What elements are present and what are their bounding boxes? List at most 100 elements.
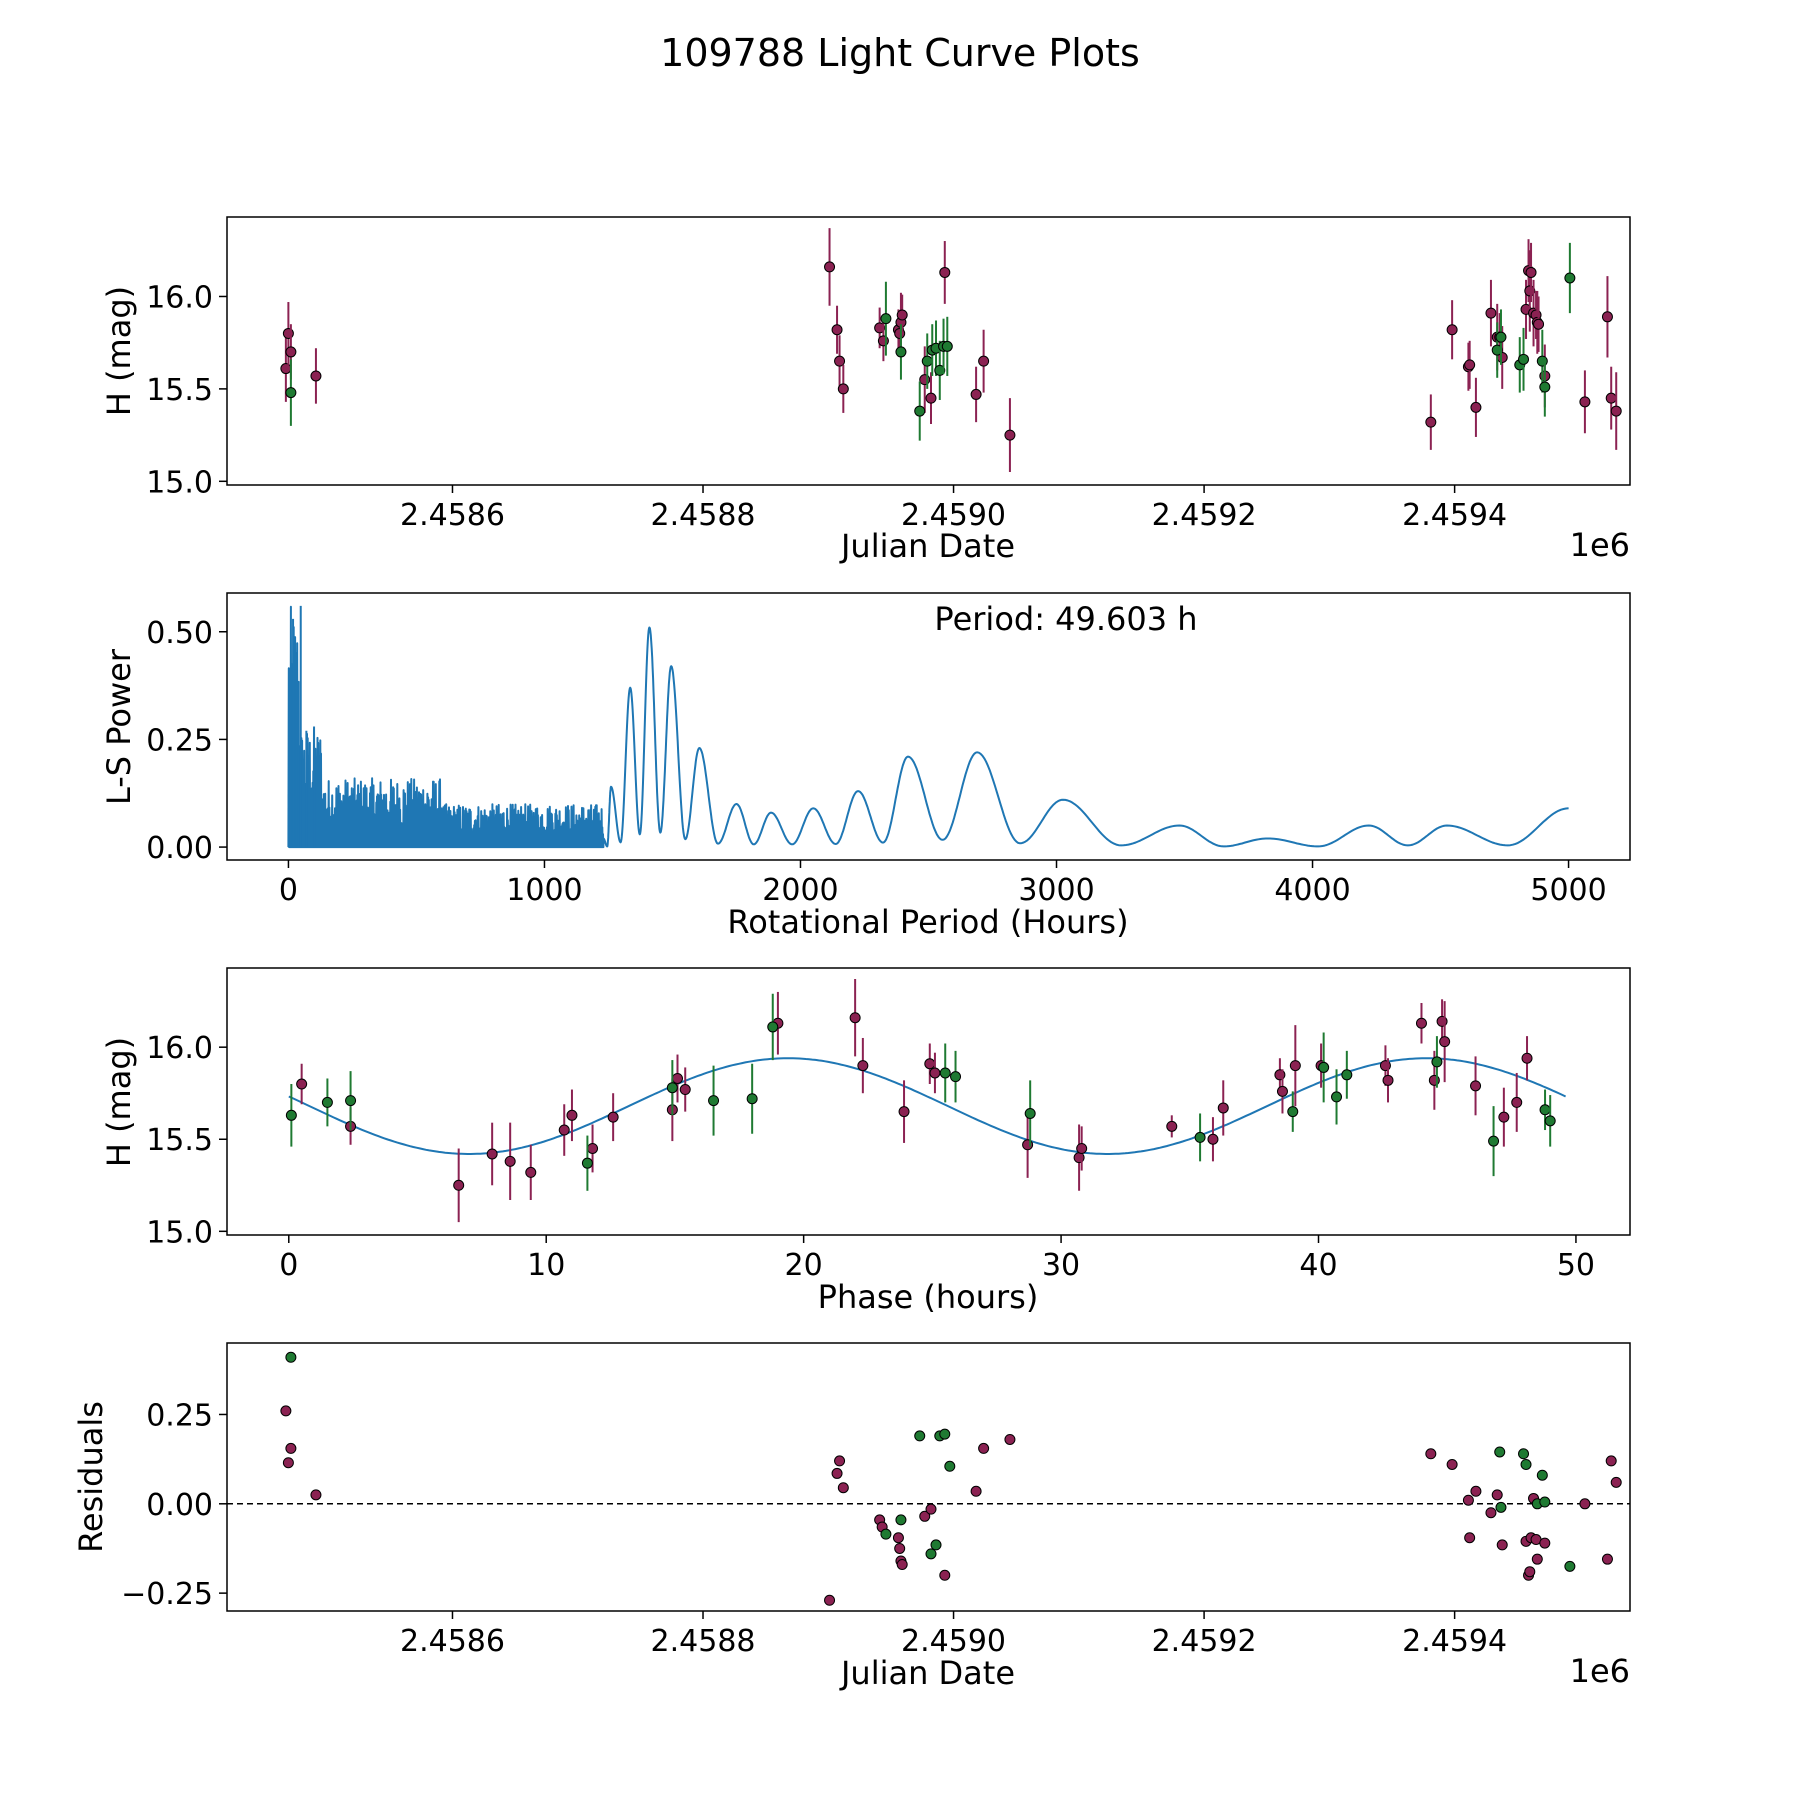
phase-filter-maroon-point-30 (1382, 1074, 1394, 1086)
phase-ytick-label-2: 16.0 (146, 1031, 213, 1066)
phase-filter-maroon-point-6 (558, 1124, 570, 1136)
phase-filter-maroon-point-22 (1166, 1120, 1178, 1132)
residuals-filter-green-point-8 (944, 1460, 956, 1472)
phase-filter-green-point-3 (581, 1157, 593, 1169)
jd-filter-maroon-point-36 (1533, 318, 1545, 330)
phase-filter-maroon-point-27 (1289, 1060, 1301, 1072)
panel-phase: 0 10 20 30 40 50 15.0 15.5 16.0 Phase (hours) H … (100, 967, 1631, 1316)
phase-filter-green-point-17 (1488, 1135, 1500, 1147)
jd-filter-maroon-point-4 (824, 261, 836, 273)
periodogram-ytick-label-0: 0.00 (146, 831, 213, 866)
jd-filter-maroon-point-40 (1605, 392, 1617, 404)
phase-filter-maroon-point-8 (587, 1142, 599, 1154)
jd-ylabel: H (mag) (100, 286, 138, 416)
residuals-offset-text: 1e6 (1570, 1652, 1630, 1690)
jd-filter-green-point-4 (921, 355, 933, 367)
jd-filter-maroon-point-17 (970, 388, 982, 400)
phase-filter-maroon-point-38 (1521, 1052, 1533, 1064)
periodogram-xtick-label-0: 0 (279, 873, 298, 908)
jd-filter-green-point-3 (914, 405, 926, 417)
residuals-filter-maroon-point-35 (1539, 1537, 1551, 1549)
residuals-filter-green-point-14 (1536, 1469, 1548, 1481)
phase-filter-green-point-12 (1287, 1106, 1299, 1118)
phase-filter-green-point-10 (1024, 1107, 1036, 1119)
residuals-filter-maroon-point-15 (925, 1503, 937, 1515)
periodogram-ticks: 0 1000 2000 3000 4000 5000 0.00 0.25 0.50 (146, 616, 1607, 908)
jd-filter-maroon-point-18 (978, 355, 990, 367)
residuals-ylabel: Residuals (72, 1401, 110, 1553)
jd-filter-maroon-point-6 (834, 355, 846, 367)
residuals-filter-maroon-point-38 (1605, 1455, 1617, 1467)
phase-filter-green-point-13 (1318, 1061, 1330, 1073)
jd-filter-maroon-point-0 (280, 363, 292, 375)
jd-filter-green-point-10 (1491, 344, 1503, 356)
phase-ylabel: H (mag) (100, 1037, 138, 1167)
jd-filter-maroon-point-3 (310, 370, 322, 382)
residuals-filter-green-point-5 (930, 1539, 942, 1551)
phase-filter-maroon-point-26 (1276, 1085, 1288, 1097)
jd-xtick-label-2: 2.4590 (901, 498, 1006, 533)
phase-xtick-label-0: 0 (279, 1248, 298, 1283)
phase-filter-maroon-point-11 (672, 1072, 684, 1084)
jd-filter-maroon-point-32 (1525, 266, 1537, 278)
residuals-filter-maroon-point-2 (285, 1442, 297, 1454)
residuals-filter-maroon-point-24 (1470, 1485, 1482, 1497)
periodogram-power-line (287, 605, 1569, 849)
jd-filter-green-point-11 (1495, 331, 1507, 343)
residuals-filter-maroon-point-1 (282, 1457, 294, 1469)
jd-xtick-label-4: 2.4594 (1402, 498, 1507, 533)
phase-filter-green-point-4 (666, 1082, 678, 1094)
phase-filter-maroon-point-16 (898, 1106, 910, 1118)
jd-filter-maroon-point-39 (1601, 311, 1613, 323)
jd-ytick-label-0: 15.0 (146, 465, 213, 500)
jd-filter-maroon-point-21 (1446, 324, 1458, 336)
periodogram-frame (226, 592, 1631, 861)
phase-ticks: 0 10 20 30 40 50 15.0 15.5 16.0 (146, 1031, 1595, 1283)
phase-filter-maroon-point-12 (679, 1084, 691, 1096)
residuals-filter-maroon-point-5 (831, 1467, 843, 1479)
residuals-filter-green-point-15 (1539, 1496, 1551, 1508)
phase-filter-green-point-1 (321, 1096, 333, 1108)
residuals-xtick-label-0: 2.4586 (400, 1624, 505, 1659)
jd-filter-maroon-point-20 (1425, 416, 1437, 428)
residuals-xlabel: Julian Date (839, 1654, 1015, 1692)
jd-filter-green-point-0 (285, 387, 297, 399)
phase-marks (285, 979, 1567, 1223)
jd-filter-maroon-point-16 (939, 266, 951, 278)
residuals-filter-maroon-point-21 (1446, 1458, 1458, 1470)
phase-filter-maroon-point-0 (296, 1078, 308, 1090)
residuals-ytick-label-0: −0.25 (121, 1577, 213, 1612)
periodogram-xlabel: Rotational Period (Hours) (727, 903, 1128, 941)
phase-filter-maroon-point-4 (504, 1155, 516, 1167)
residuals-filter-maroon-point-30 (1524, 1566, 1536, 1578)
residuals-filter-maroon-point-14 (919, 1510, 931, 1522)
phase-xtick-label-5: 50 (1557, 1248, 1595, 1283)
jd-ytick-label-1: 15.5 (146, 373, 213, 408)
residuals-filter-maroon-point-39 (1610, 1476, 1622, 1488)
jd-filter-green-point-7 (934, 364, 946, 376)
phase-filter-maroon-point-21 (1076, 1142, 1088, 1154)
residuals-filter-maroon-point-26 (1491, 1489, 1503, 1501)
phase-filter-green-point-6 (746, 1093, 758, 1105)
periodogram-annotation: Period: 49.603 h (934, 600, 1197, 638)
residuals-filter-maroon-point-20 (1425, 1448, 1437, 1460)
jd-filter-maroon-point-24 (1470, 401, 1482, 413)
residuals-xtick-label-3: 2.4592 (1152, 1624, 1257, 1659)
phase-filter-maroon-point-24 (1217, 1102, 1229, 1114)
jd-ytick-label-2: 16.0 (146, 280, 213, 315)
jd-filter-green-point-2 (895, 346, 907, 358)
jd-xtick-label-3: 2.4592 (1152, 498, 1257, 533)
residuals-filter-maroon-point-37 (1601, 1553, 1613, 1565)
phase-frame (226, 967, 1631, 1236)
residuals-filter-maroon-point-36 (1579, 1498, 1591, 1510)
jd-filter-maroon-point-15 (925, 392, 937, 404)
jd-ticks: 2.4586 2.4588 2.4590 2.4592 2.4594 15.0 15.5 16… (146, 280, 1507, 533)
residuals-filter-green-point-3 (914, 1430, 926, 1442)
jd-frame (226, 216, 1631, 486)
periodogram-xtick-label-5: 5000 (1530, 873, 1606, 908)
jd-xlabel: Julian Date (839, 527, 1015, 565)
phase-filter-green-point-16 (1431, 1056, 1443, 1068)
residuals-filter-maroon-point-3 (310, 1489, 322, 1501)
residuals-filter-green-point-11 (1518, 1448, 1530, 1460)
phase-filter-green-point-11 (1194, 1131, 1206, 1143)
